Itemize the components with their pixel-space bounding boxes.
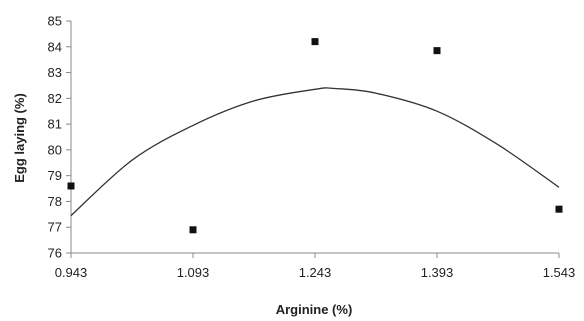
y-tick-label: 76 <box>48 246 62 261</box>
y-tick-label: 84 <box>48 39 62 54</box>
y-tick-label: 80 <box>48 142 62 157</box>
x-tick-label: 1.093 <box>177 265 210 280</box>
data-point <box>189 226 197 234</box>
y-tick-label: 85 <box>48 14 62 29</box>
data-point <box>67 182 75 190</box>
data-points <box>67 38 563 234</box>
y-tick-label: 82 <box>48 91 62 106</box>
data-point <box>433 47 441 55</box>
x-tick-label: 1.393 <box>421 265 454 280</box>
y-tick-label: 81 <box>48 117 62 132</box>
fitted-curve <box>70 87 560 217</box>
y-axis-title: Egg laying (%) <box>12 93 27 183</box>
y-tick-label: 83 <box>48 65 62 80</box>
x-axis-title: Arginine (%) <box>276 302 353 317</box>
y-tick-label: 79 <box>48 168 62 183</box>
x-tick-label: 0.943 <box>55 265 88 280</box>
y-tick-label: 77 <box>48 220 62 235</box>
x-axis-ticks: 0.943 1.093 1.243 1.393 1.543 <box>55 253 576 280</box>
y-tick-label: 78 <box>48 194 62 209</box>
x-tick-label: 1.243 <box>299 265 332 280</box>
y-axis-ticks: 76 77 78 79 80 81 82 83 84 85 <box>48 14 71 261</box>
x-tick-label: 1.543 <box>543 265 576 280</box>
data-point <box>555 205 563 213</box>
data-point <box>311 38 319 46</box>
